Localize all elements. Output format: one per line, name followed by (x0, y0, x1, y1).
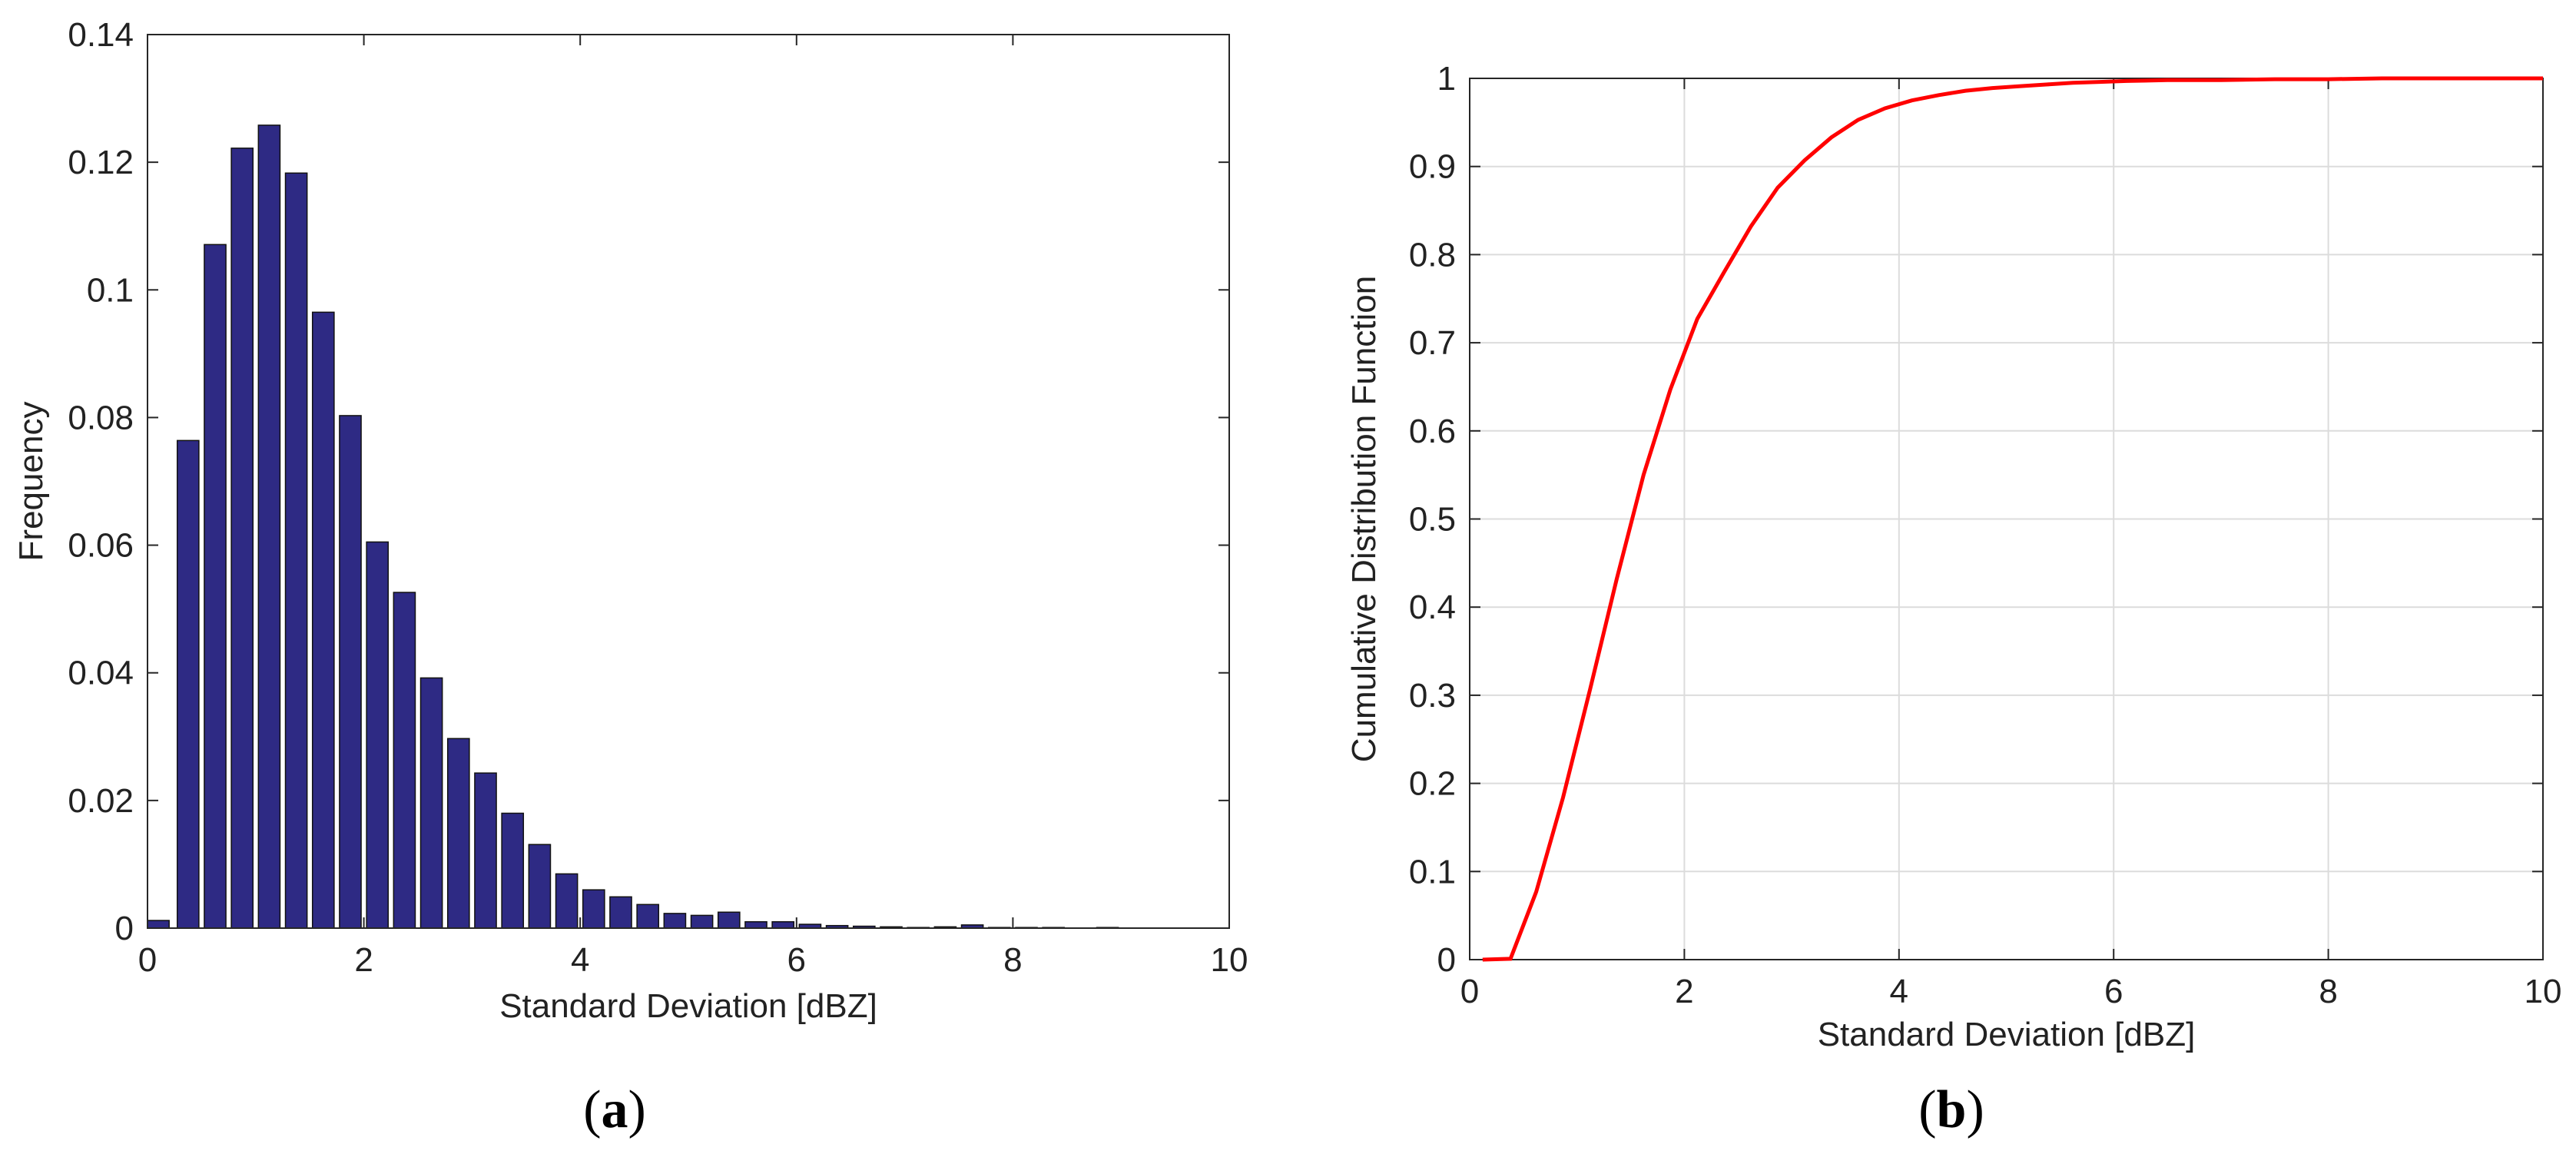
y-tick-label: 0.1 (1409, 853, 1456, 890)
y-tick-label: 0.08 (68, 399, 134, 436)
histogram-bar (339, 415, 362, 929)
histogram-bar (501, 812, 525, 929)
cdf-line (1482, 76, 2543, 962)
panel-b-caption: (b) (1918, 1080, 1984, 1139)
x-tick-label: 6 (2104, 973, 2123, 1010)
histogram-bar (771, 920, 795, 929)
y-tick-label: 0.5 (1409, 501, 1456, 539)
histogram-bar (474, 772, 497, 929)
x-tick-label: 0 (1460, 973, 1479, 1010)
y-tick-label: 0.4 (1409, 589, 1456, 626)
cdf-chart: 0 2 4 6 8 10 0 0.1 0.2 0.3 0.4 0.5 0.6 0.7 0.8 0.9 1 Sta… (1345, 60, 2562, 1053)
histogram-bar (636, 904, 660, 929)
histogram-bar (663, 913, 687, 929)
panel-a-caption: (a) (583, 1080, 646, 1139)
histogram-bar (528, 844, 552, 929)
histogram-bar (393, 592, 416, 929)
y-tick-label: 0.2 (1409, 765, 1456, 803)
histogram-bar (744, 920, 767, 929)
y-tick-label: 0.14 (68, 16, 134, 54)
y-tick-label: 0.8 (1409, 236, 1456, 274)
histogram-y-axis-label: Frequency (12, 402, 50, 562)
y-tick-label: 0.04 (68, 655, 134, 692)
y-tick-label: 0.02 (68, 782, 134, 820)
histogram-bar (582, 889, 605, 929)
y-tick-label: 0.9 (1409, 148, 1456, 186)
y-tick-label: 1 (1437, 60, 1456, 98)
x-tick-label: 6 (787, 941, 806, 979)
y-tick-label: 0.06 (68, 527, 134, 565)
histogram-bar (204, 244, 227, 929)
x-tick-label: 4 (571, 941, 589, 979)
histogram-bar (419, 677, 443, 929)
histogram-bar (284, 172, 308, 929)
y-tick-label: 0.3 (1409, 677, 1456, 715)
x-tick-label: 4 (1890, 973, 1908, 1010)
histogram-chart: 0 2 4 6 8 10 0 0.02 0.04 0.06 0.08 0.1 0.12 0.14 Stan… (12, 16, 1248, 1025)
x-tick-label: 8 (2319, 973, 2337, 1010)
histogram-bar (257, 124, 281, 929)
histogram-x-axis-label: Standard Deviation [dBZ] (499, 987, 877, 1025)
panel-b-letter: b (1936, 1080, 1967, 1139)
panel-a-letter: a (601, 1080, 628, 1139)
cdf-ticks: 0 2 4 6 8 10 0 0.1 0.2 0.3 0.4 0.5 0.6 0.7 0.8 0.9 1 (1409, 60, 2562, 1010)
y-tick-label: 0.6 (1409, 413, 1456, 450)
x-tick-label: 2 (354, 941, 373, 979)
x-tick-label: 0 (138, 941, 157, 979)
x-tick-label: 2 (1675, 973, 1693, 1010)
histogram-bar (230, 148, 254, 929)
histogram-bars (147, 124, 1119, 929)
histogram-bar (311, 311, 335, 929)
x-tick-label: 8 (1003, 941, 1022, 979)
histogram-plot-area (147, 34, 1230, 929)
y-tick-label: 0.1 (87, 271, 134, 309)
x-tick-label: 10 (2525, 973, 2562, 1010)
histogram-bar (609, 896, 632, 929)
y-tick-label: 0.7 (1409, 324, 1456, 362)
histogram-bar (717, 911, 741, 929)
histogram-bar (147, 920, 170, 929)
y-tick-label: 0 (115, 910, 134, 947)
histogram-bar (446, 738, 470, 929)
cdf-x-axis-label: Standard Deviation [dBZ] (1818, 1016, 2196, 1053)
x-tick-label: 10 (1211, 941, 1248, 979)
y-tick-label: 0 (1437, 941, 1456, 979)
histogram-bar (555, 873, 579, 929)
histogram-bar (366, 541, 390, 929)
cdf-y-axis-label: Cumulative Distribution Function (1345, 276, 1383, 762)
histogram-bar (176, 439, 200, 929)
y-tick-label: 0.12 (68, 144, 134, 181)
histogram-ticks: 0 2 4 6 8 10 0 0.02 0.04 0.06 0.08 0.1 0.12 0.14 (68, 16, 1248, 979)
histogram-bar (690, 914, 714, 929)
